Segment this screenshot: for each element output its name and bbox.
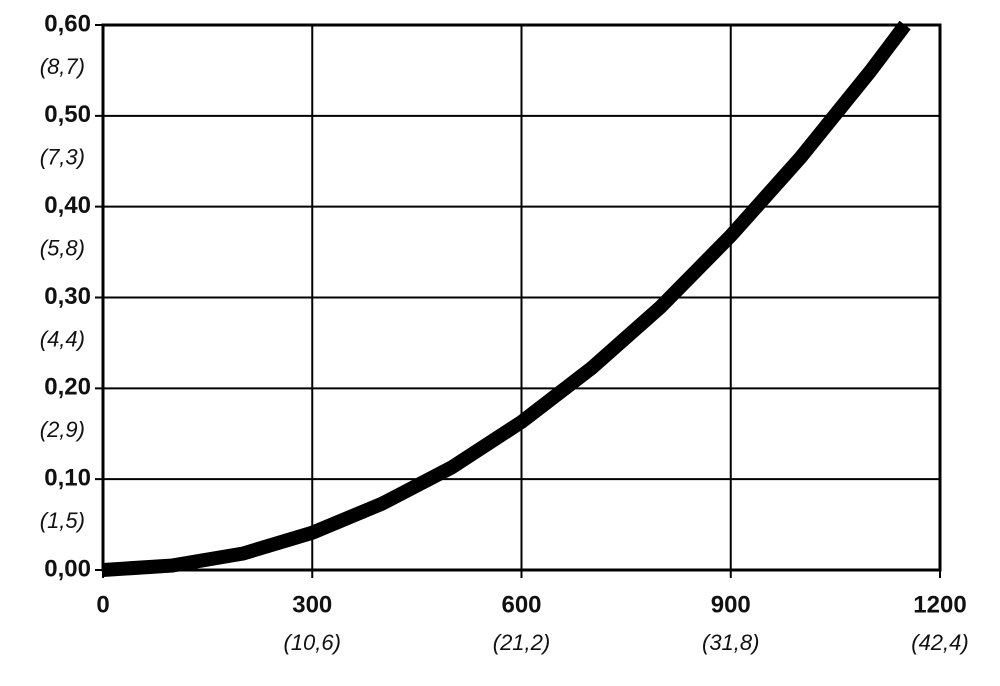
y-tick-sublabel: (8,7) xyxy=(40,54,85,79)
x-tick-label: 300 xyxy=(292,591,332,618)
x-tick-sublabel: (42,4) xyxy=(911,630,968,655)
y-tick-sublabel: (2,9) xyxy=(40,417,85,442)
y-tick-sublabel: (4,4) xyxy=(40,326,85,351)
curve xyxy=(102,20,911,577)
y-tick-label: 0,50 xyxy=(44,101,91,128)
x-tick-label: 1200 xyxy=(913,591,966,618)
y-tick-sublabel: (1,5) xyxy=(40,508,85,533)
y-tick-label: 0,30 xyxy=(44,283,91,310)
y-tick-sublabel: (5,8) xyxy=(40,235,85,260)
y-tick-label: 0,40 xyxy=(44,192,91,219)
x-tick-sublabel: (31,8) xyxy=(702,630,759,655)
plot-frame xyxy=(101,23,942,572)
y-tick-sublabel: (7,3) xyxy=(40,145,85,170)
x-tick-label: 600 xyxy=(501,591,541,618)
x-tick-label: 0 xyxy=(96,591,109,618)
y-tick-label: 0,10 xyxy=(44,465,91,492)
y-tick-label: 0,00 xyxy=(44,555,91,582)
y-tick-label: 0,60 xyxy=(44,10,91,37)
x-tick-sublabel: (10,6) xyxy=(284,630,341,655)
x-tick-label: 900 xyxy=(711,591,751,618)
y-tick-label: 0,20 xyxy=(44,374,91,401)
x-tick-sublabel: (21,2) xyxy=(493,630,550,655)
